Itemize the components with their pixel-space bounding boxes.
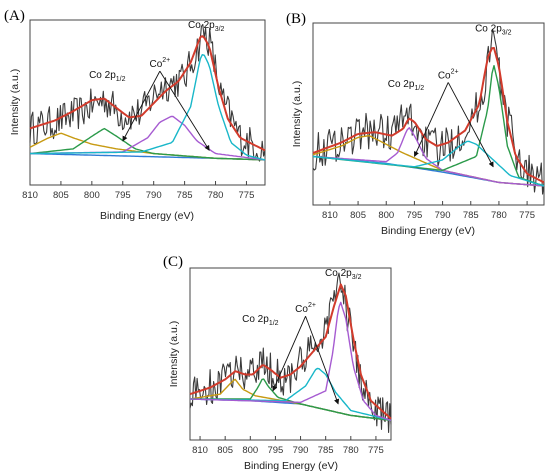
plot-c-annotation-arrow-2-1 xyxy=(305,316,340,405)
plot-c-x-tick-label: 800 xyxy=(242,445,258,456)
plot-b-annotation-2: Co2+ xyxy=(438,68,459,81)
panel-b-label: (B) xyxy=(286,11,306,27)
plot-a-annotation-arrow-2-1 xyxy=(159,70,210,151)
plot-a-xlabel: Binding Energy (eV) xyxy=(100,210,194,222)
plot-b-x-tick-label: 805 xyxy=(350,210,366,221)
plot-b-series-component-6 xyxy=(312,140,545,187)
plot-c-x-tick-label: 795 xyxy=(267,445,283,456)
plot-a-x-tick-label: 780 xyxy=(208,190,224,201)
plot-a-x-tick-label: 790 xyxy=(146,190,162,201)
plot-c-x-tick-label: 785 xyxy=(318,445,334,456)
panel-c: (C) 810 805 800 795 790 785 780 775 Co 2p3/2Co … xyxy=(163,254,392,472)
plot-b-series-component-4 xyxy=(312,127,545,187)
plot-b-annotation-arrow-2-0 xyxy=(413,82,449,157)
plot-c-xlabel: Binding Energy (eV) xyxy=(244,460,338,472)
plot-c-series-fit-1 xyxy=(189,283,392,420)
plot-c-x-tick-label: 790 xyxy=(293,445,309,456)
plot-b-x-tick-label: 780 xyxy=(491,210,507,221)
plot-b-x-tick-label: 775 xyxy=(519,210,535,221)
plot-a-frame xyxy=(29,19,266,186)
plot-a-x-ticks: 810 805 800 795 790 785 780 775 xyxy=(22,181,254,201)
plot-c-series-component-6 xyxy=(189,301,392,421)
plot-a-annotation-0: Co 2p3/2 xyxy=(188,20,225,33)
plot-b-annotation-1: Co 2p1/2 xyxy=(388,79,425,92)
plot-c-ylabel: Intensity (a.u.) xyxy=(168,321,180,388)
panel-c-label: (C) xyxy=(163,254,183,270)
plot-a-x-tick-label: 810 xyxy=(22,190,38,201)
plot-b-series xyxy=(312,28,545,195)
plot-a-ylabel: Intensity (a.u.) xyxy=(9,69,21,136)
plot-c-annotation-2: Co2+ xyxy=(295,302,316,315)
plot-b-x-ticks: 810 805 800 795 790 785 780 775 xyxy=(322,201,535,221)
plot-b-annotation-0: Co 2p3/2 xyxy=(475,24,512,37)
plot-a-x-tick-label: 800 xyxy=(84,190,100,201)
plot-c-series-raw-0 xyxy=(189,272,392,434)
plot-a-series-raw-0 xyxy=(29,23,266,162)
plot-a-x-tick-label: 805 xyxy=(53,190,69,201)
plot-b-x-tick-label: 790 xyxy=(435,210,451,221)
plot-a-x-tick-label: 775 xyxy=(239,190,255,201)
plot-c-annotations: Co 2p3/2 Co 2p1/2 Co2+ xyxy=(242,268,362,405)
plot-b-frame xyxy=(312,22,545,206)
panel-a: (A) 810 805 800 795 790 785 780 775 Co 2p3/2Co … xyxy=(4,8,266,222)
plot-a-x-tick-label: 785 xyxy=(177,190,193,201)
plot-c-annotation-arrow-2-0 xyxy=(272,316,306,392)
plot-a-annotation-1: Co 2p1/2 xyxy=(89,70,126,83)
plot-a-series-component-4 xyxy=(29,127,266,161)
plot-b-x-tick-label: 800 xyxy=(378,210,394,221)
plot-a-annotation-arrow-2-0 xyxy=(122,70,161,142)
plot-b-annotation-arrow-2-1 xyxy=(447,82,494,168)
plot-a-annotation-2: Co2+ xyxy=(149,57,170,70)
plot-a-series xyxy=(29,23,266,162)
plot-b-x-tick-label: 785 xyxy=(463,210,479,221)
plot-a-series-component-6 xyxy=(29,54,266,161)
plot-b-series-fit-1 xyxy=(312,47,545,184)
plot-c-annotation-1: Co 2p1/2 xyxy=(242,314,279,327)
plot-c-annotation-0: Co 2p3/2 xyxy=(325,268,362,281)
panel-a-label: (A) xyxy=(4,8,25,24)
plot-c-x-tick-label: 775 xyxy=(368,445,384,456)
plot-b-series-raw-0 xyxy=(312,28,545,195)
plot-b-ylabel: Intensity (a.u.) xyxy=(291,81,303,148)
plot-b-annotations: Co 2p3/2 Co 2p1/2 Co2+ xyxy=(388,24,512,168)
panel-b: (B) 810 805 800 795 790 785 780 775 Co 2p3/2Co … xyxy=(286,11,545,237)
plot-a-x-tick-label: 795 xyxy=(115,190,131,201)
plot-c-x-tick-label: 810 xyxy=(192,445,208,456)
plot-c-x-ticks: 810 805 800 795 790 785 780 775 xyxy=(192,436,384,456)
plot-b-x-tick-label: 810 xyxy=(322,210,338,221)
plot-c-series xyxy=(189,272,392,434)
plot-a-series-fit-1 xyxy=(29,35,266,152)
plot-b-x-tick-label: 795 xyxy=(406,210,422,221)
plot-c-x-tick-label: 780 xyxy=(343,445,359,456)
plot-c-x-tick-label: 805 xyxy=(217,445,233,456)
plot-b-xlabel: Binding Energy (eV) xyxy=(381,225,475,237)
plot-a-annotations: Co 2p3/2 Co 2p1/2 Co2+ xyxy=(89,20,225,151)
plot-c-frame xyxy=(189,267,392,441)
